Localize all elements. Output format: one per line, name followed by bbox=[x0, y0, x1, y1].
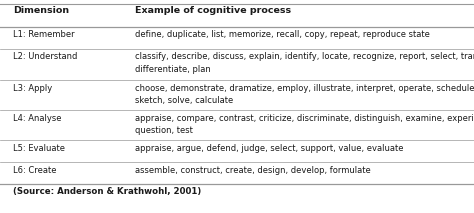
Text: Example of cognitive process: Example of cognitive process bbox=[135, 6, 291, 15]
Text: L5: Evaluate: L5: Evaluate bbox=[13, 144, 65, 153]
Text: classify, describe, discuss, explain, identify, locate, recognize, report, selec: classify, describe, discuss, explain, id… bbox=[135, 52, 474, 73]
Text: choose, demonstrate, dramatize, employ, illustrate, interpret, operate, schedule: choose, demonstrate, dramatize, employ, … bbox=[135, 84, 474, 105]
Text: L2: Understand: L2: Understand bbox=[13, 52, 78, 61]
Text: assemble, construct, create, design, develop, formulate: assemble, construct, create, design, dev… bbox=[135, 166, 371, 175]
Text: appraise, argue, defend, judge, select, support, value, evaluate: appraise, argue, defend, judge, select, … bbox=[135, 144, 403, 153]
Text: (Source: Anderson & Krathwohl, 2001): (Source: Anderson & Krathwohl, 2001) bbox=[13, 187, 201, 196]
Text: L1: Remember: L1: Remember bbox=[13, 30, 75, 39]
Text: L6: Create: L6: Create bbox=[13, 166, 57, 175]
Text: L4: Analyse: L4: Analyse bbox=[13, 114, 62, 123]
Text: Dimension: Dimension bbox=[13, 6, 69, 15]
Text: appraise, compare, contrast, criticize, discriminate, distinguish, examine, expe: appraise, compare, contrast, criticize, … bbox=[135, 114, 474, 135]
Text: define, duplicate, list, memorize, recall, copy, repeat, reproduce state: define, duplicate, list, memorize, recal… bbox=[135, 30, 430, 39]
Text: L3: Apply: L3: Apply bbox=[13, 84, 53, 93]
